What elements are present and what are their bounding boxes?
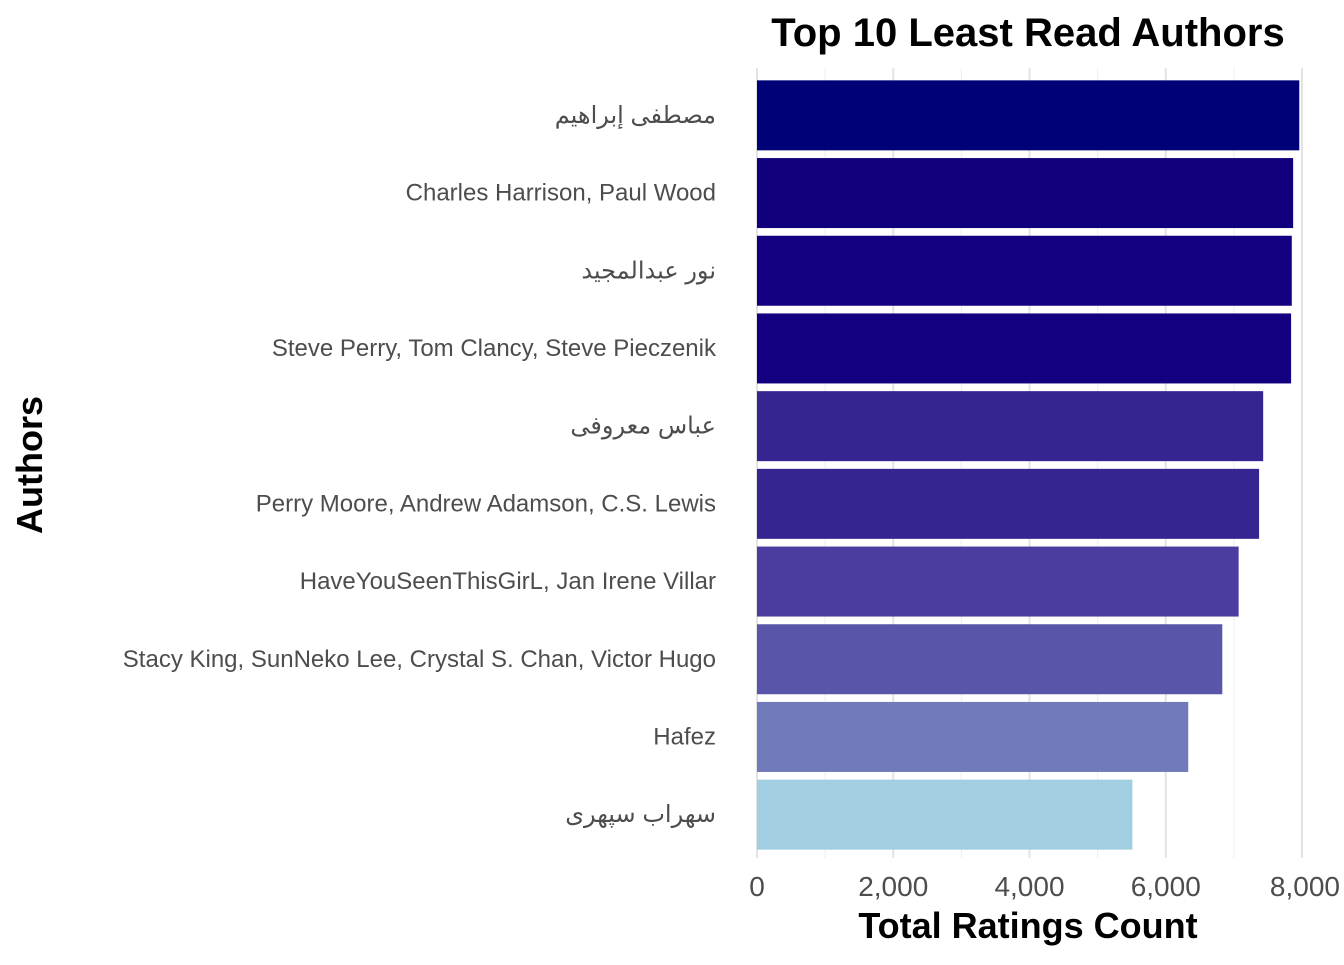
category-label: Hafez — [653, 723, 716, 750]
x-tick-label: 6,000 — [1131, 871, 1201, 902]
bar — [757, 468, 1260, 539]
bar — [757, 391, 1264, 462]
category-label: مصطفى إبراهيم — [555, 102, 716, 130]
bar — [757, 624, 1223, 695]
x-tick-label: 0 — [749, 871, 765, 902]
x-tick-label: 8,000 — [1270, 871, 1340, 902]
category-label: نور عبدالمجيد — [581, 257, 716, 284]
bar — [757, 546, 1239, 617]
category-labels: مصطفى إبراهيم Charles Harrison, Paul Wood… — [123, 102, 717, 828]
x-tick-labels: 0 2,000 4,000 6,000 8,000 — [749, 871, 1340, 902]
category-label: Perry Moore, Andrew Adamson, C.S. Lewis — [256, 490, 716, 517]
chart-title: Top 10 Least Read Authors — [771, 11, 1284, 55]
category-label: Stacy King, SunNeko Lee, Crystal S. Chan… — [123, 646, 716, 673]
bars — [757, 80, 1300, 850]
bar — [757, 158, 1294, 229]
category-label: Charles Harrison, Paul Wood — [406, 180, 716, 207]
y-axis-title: Authors — [9, 396, 50, 534]
bar — [757, 779, 1133, 850]
bar — [757, 313, 1292, 384]
x-axis-title: Total Ratings Count — [858, 905, 1197, 946]
x-tick-label: 4,000 — [994, 871, 1064, 902]
category-label: HaveYouSeenThisGirL, Jan Irene Villar — [300, 568, 716, 595]
bar — [757, 80, 1300, 151]
bar — [757, 235, 1292, 306]
category-label: Steve Perry, Tom Clancy, Steve Pieczenik — [272, 335, 717, 362]
category-label: عباس معروفی — [570, 413, 716, 440]
category-label: سهراب سپهری — [565, 801, 716, 828]
x-tick-label: 2,000 — [858, 871, 928, 902]
bar — [757, 701, 1189, 772]
